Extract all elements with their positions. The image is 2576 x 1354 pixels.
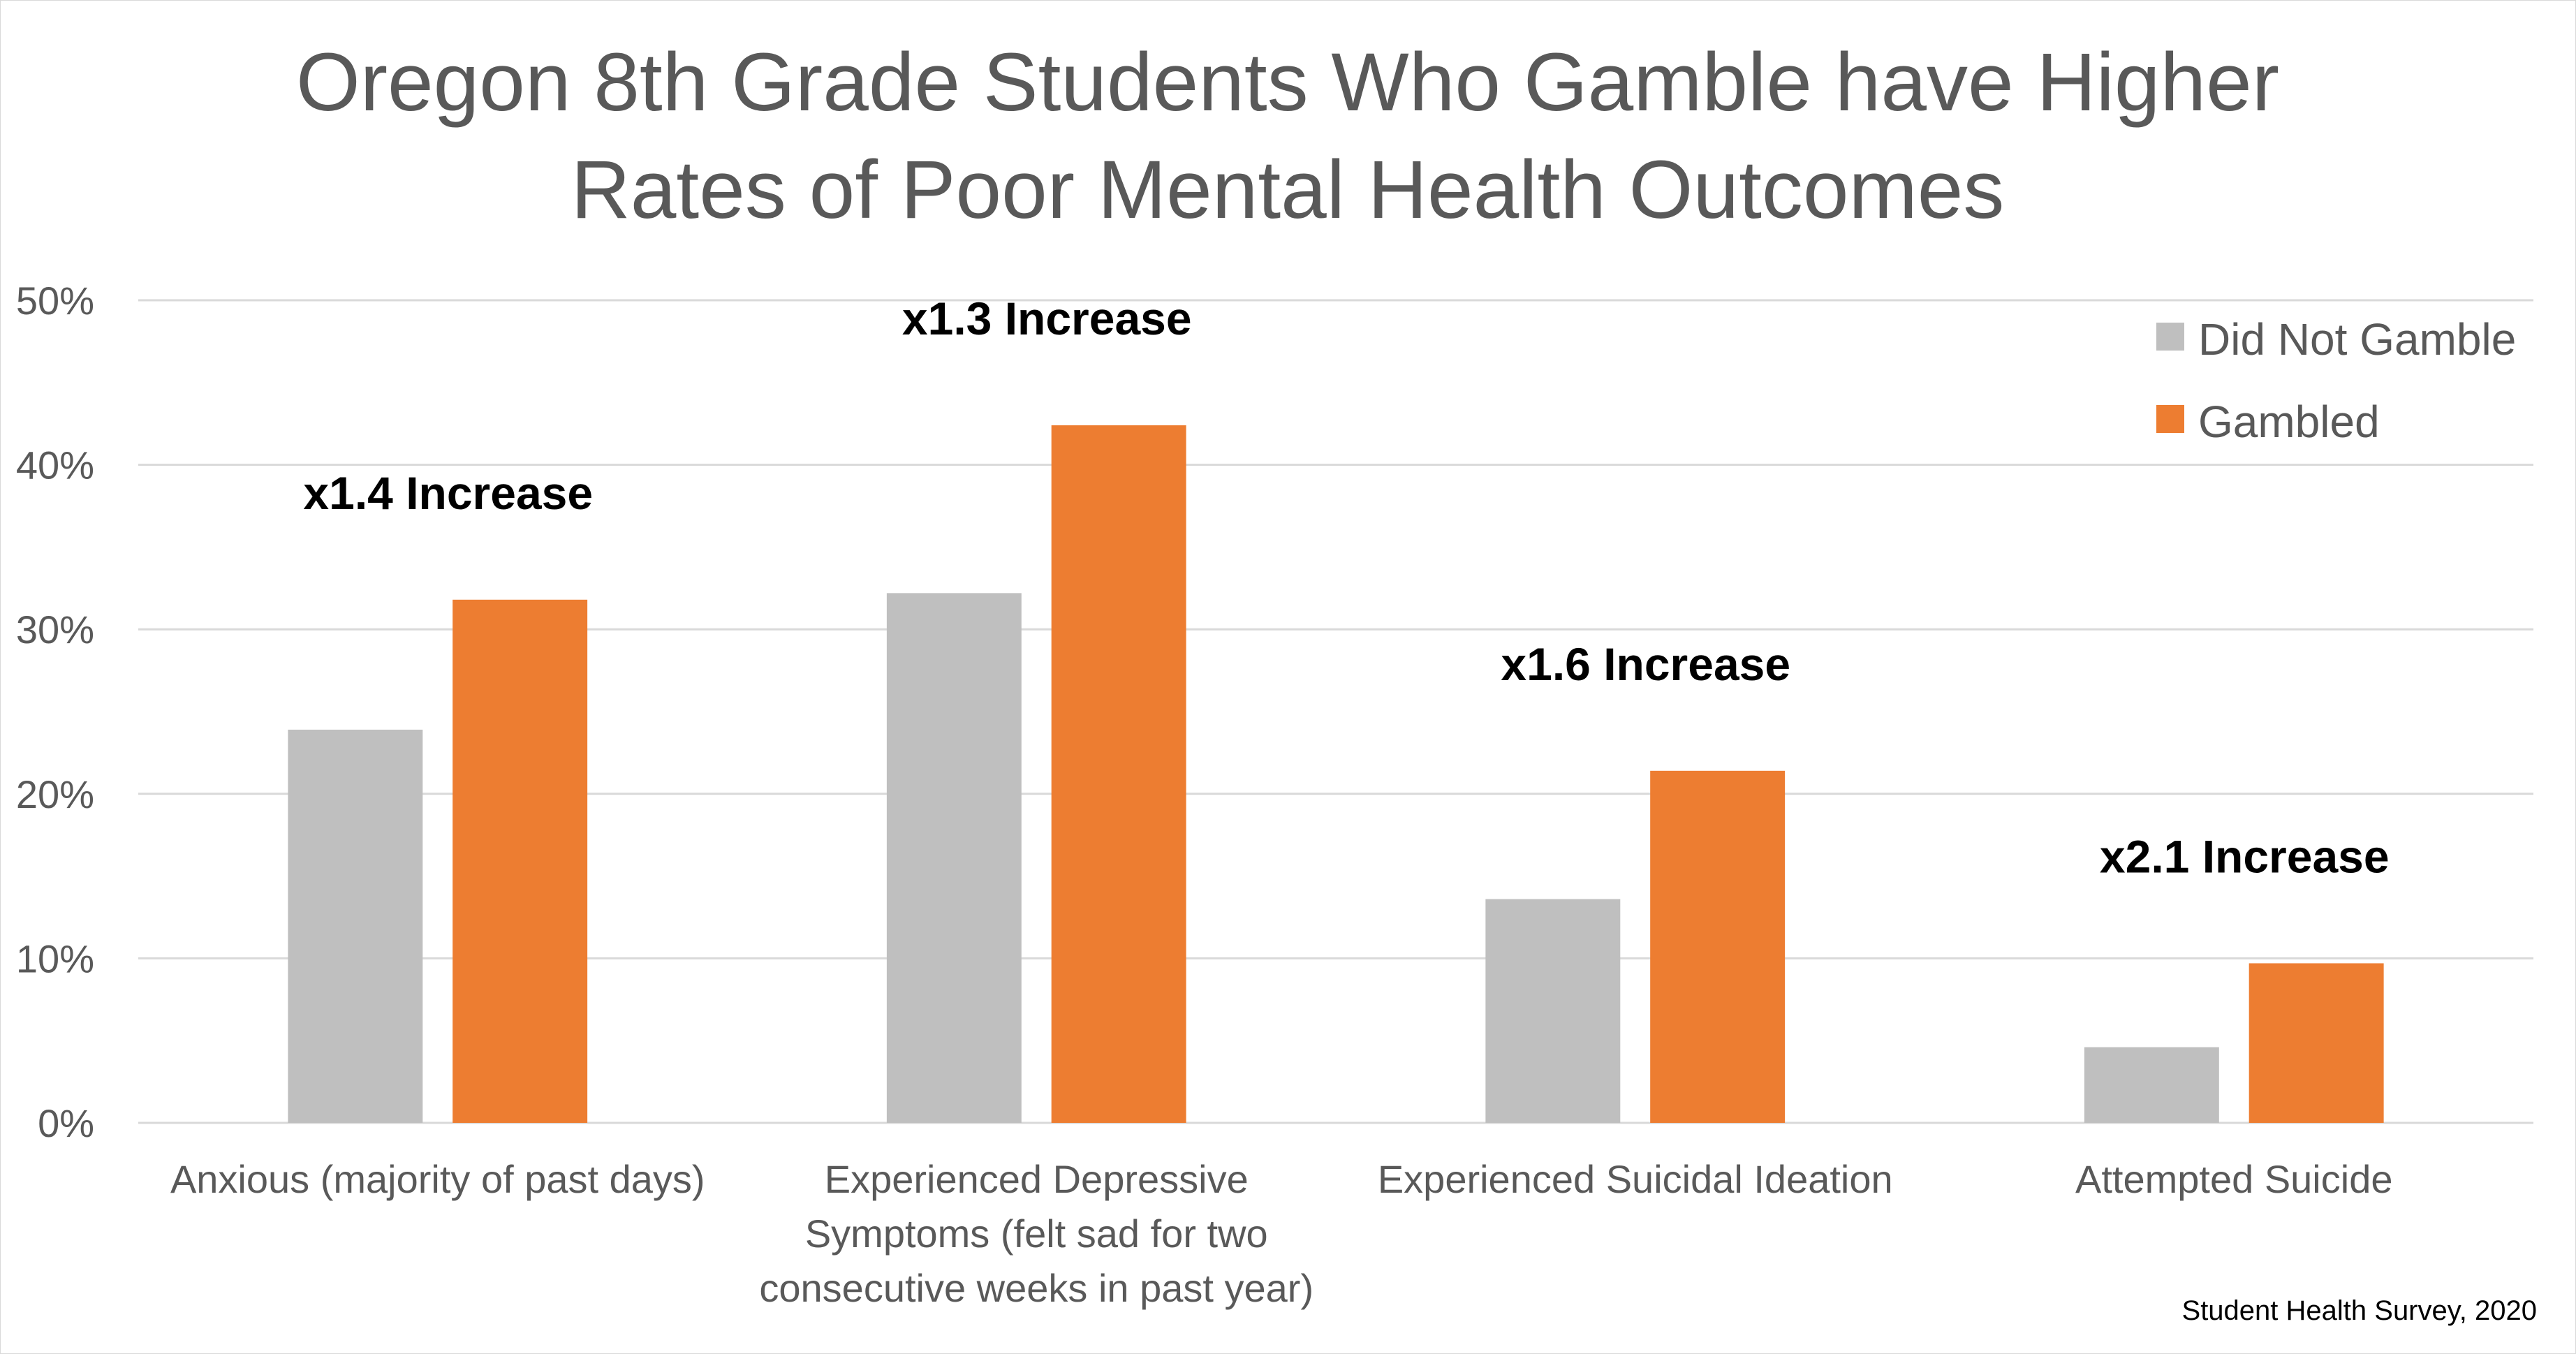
y-tick-label: 10%	[16, 936, 94, 980]
source-note: Student Health Survey, 2020	[2182, 1295, 2537, 1326]
x-axis-category-labels: Anxious (majority of past days) Experienc…	[170, 1157, 2393, 1310]
x-category-label: Attempted Suicide	[2075, 1157, 2392, 1201]
y-tick-label: 30%	[16, 608, 94, 652]
y-tick-label: 0%	[38, 1101, 94, 1145]
y-axis-ticks: 0% 10% 20% 30% 40% 50%	[16, 279, 94, 1145]
increase-annotation: x2.1 Increase	[2100, 830, 2390, 882]
x-category-label: Experienced Suicidal Ideation	[1378, 1157, 1893, 1201]
increase-annotation: x1.3 Increase	[902, 293, 1192, 344]
bar-did-not-gamble	[288, 729, 423, 1123]
y-tick-label: 20%	[16, 772, 94, 816]
legend-label: Did Not Gamble	[2198, 314, 2516, 365]
legend-label: Gambled	[2198, 397, 2380, 447]
legend-swatch	[2156, 405, 2184, 433]
increase-annotation: x1.6 Increase	[1501, 638, 1790, 690]
increase-annotation: x1.4 Increase	[303, 467, 593, 519]
bar-gambled	[1051, 425, 1186, 1123]
x-category-label: consecutive weeks in past year)	[759, 1266, 1313, 1310]
bar-gambled	[2249, 963, 2384, 1123]
bar-gambled	[452, 599, 588, 1123]
bar-did-not-gamble	[1485, 899, 1621, 1123]
bars	[288, 425, 2384, 1123]
x-category-label: Anxious (majority of past days)	[170, 1157, 705, 1201]
chart-title-line-1: Oregon 8th Grade Students Who Gamble hav…	[296, 36, 2279, 128]
x-category-label: Experienced Depressive	[825, 1157, 1249, 1201]
legend-swatch	[2156, 323, 2184, 351]
chart-title: Oregon 8th Grade Students Who Gamble hav…	[296, 36, 2279, 236]
bar-gambled	[1650, 770, 1786, 1123]
chart-title-line-2: Rates of Poor Mental Health Outcomes	[571, 144, 2005, 236]
increase-annotations: x1.4 Increase x1.3 Increase x1.6 Increase x…	[303, 293, 2389, 882]
bar-did-not-gamble	[2084, 1047, 2219, 1123]
bar-did-not-gamble	[886, 593, 1022, 1123]
x-category-label: Symptoms (felt sad for two	[805, 1212, 1268, 1256]
y-tick-label: 40%	[16, 443, 94, 487]
y-tick-label: 50%	[16, 279, 94, 323]
legend: Did Not Gamble Gambled	[2156, 314, 2516, 447]
